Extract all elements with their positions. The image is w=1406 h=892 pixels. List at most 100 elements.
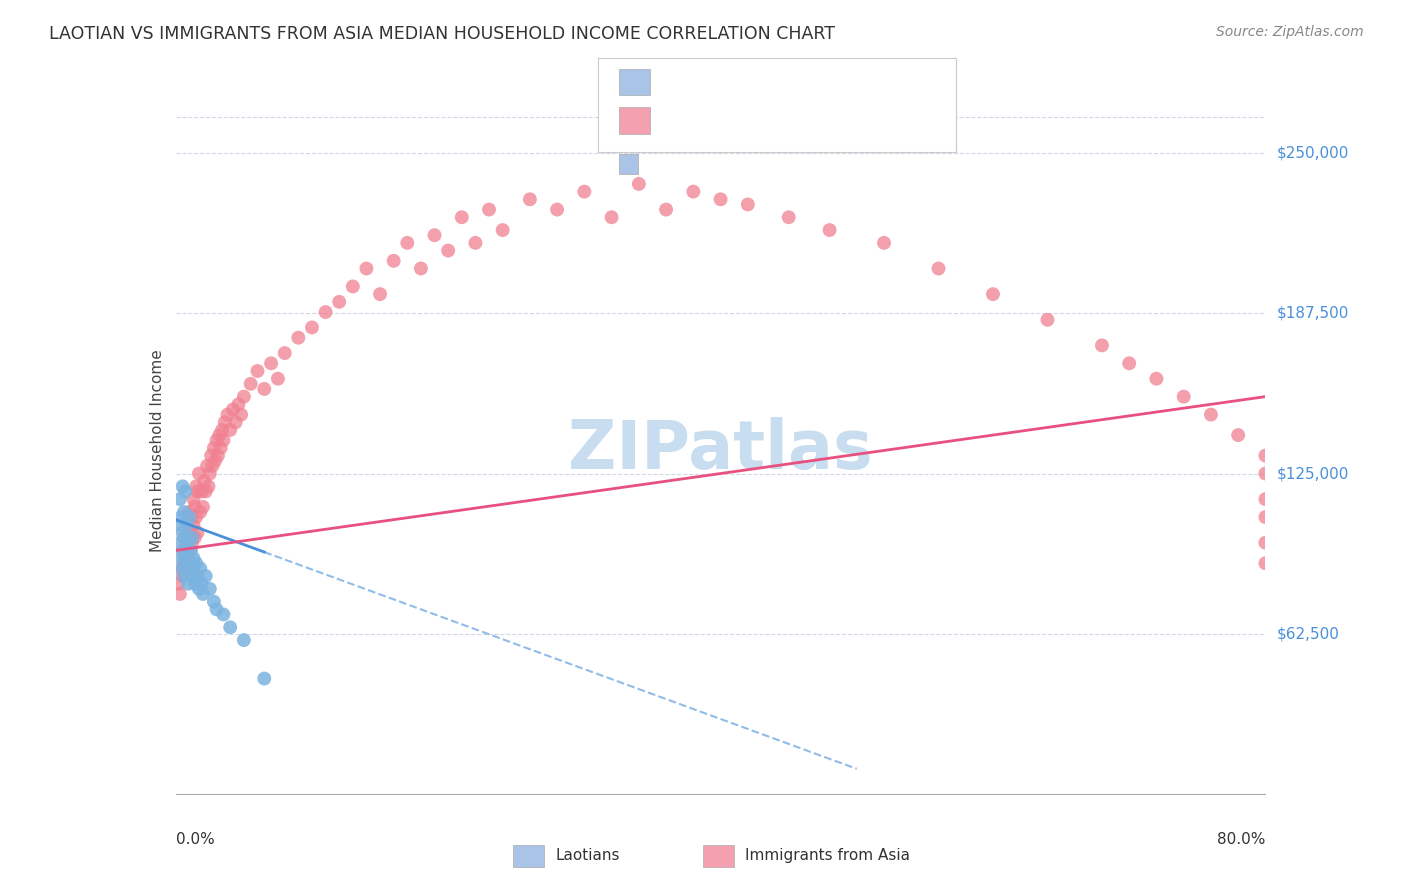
Point bbox=[478, 202, 501, 217]
Text: 0.0%: 0.0% bbox=[176, 831, 215, 847]
Point bbox=[492, 223, 515, 237]
Point bbox=[180, 543, 202, 558]
Point bbox=[177, 576, 200, 591]
Point bbox=[214, 415, 236, 429]
Point bbox=[1144, 372, 1167, 386]
Text: 42: 42 bbox=[869, 73, 893, 91]
Point bbox=[225, 415, 247, 429]
Point bbox=[356, 261, 378, 276]
Point bbox=[228, 397, 250, 411]
Point bbox=[246, 364, 269, 378]
Point bbox=[217, 408, 239, 422]
Point bbox=[195, 458, 218, 473]
Text: $62,500: $62,500 bbox=[1277, 626, 1340, 641]
Point bbox=[205, 434, 228, 448]
Point bbox=[274, 346, 297, 360]
Point bbox=[184, 500, 207, 514]
Point bbox=[186, 479, 208, 493]
Point bbox=[200, 449, 222, 463]
Text: Laotians: Laotians bbox=[555, 848, 620, 863]
Point bbox=[287, 331, 309, 345]
Point bbox=[737, 197, 759, 211]
Point bbox=[183, 561, 205, 575]
Point bbox=[396, 235, 419, 250]
Point bbox=[181, 569, 204, 583]
Point bbox=[186, 510, 208, 524]
Point bbox=[191, 500, 214, 514]
Point bbox=[190, 576, 212, 591]
Point bbox=[382, 253, 405, 268]
Point bbox=[253, 672, 276, 686]
Point bbox=[873, 235, 896, 250]
Point bbox=[253, 382, 276, 396]
Point bbox=[546, 202, 568, 217]
Point bbox=[191, 587, 214, 601]
Point bbox=[174, 531, 197, 545]
Point bbox=[1173, 390, 1195, 404]
Point bbox=[172, 561, 194, 575]
Point bbox=[169, 587, 191, 601]
Point bbox=[1118, 356, 1140, 370]
Point bbox=[1254, 492, 1277, 507]
Point bbox=[177, 535, 200, 549]
Text: Immigrants from Asia: Immigrants from Asia bbox=[745, 848, 910, 863]
Point bbox=[232, 390, 254, 404]
Point bbox=[187, 467, 209, 481]
Point bbox=[368, 287, 391, 301]
Point bbox=[450, 211, 472, 225]
Point bbox=[190, 484, 212, 499]
Point bbox=[174, 484, 197, 499]
Point bbox=[172, 543, 194, 558]
Point bbox=[172, 479, 194, 493]
Point bbox=[184, 531, 207, 545]
Point bbox=[186, 556, 208, 570]
Point bbox=[193, 474, 215, 488]
Point bbox=[170, 551, 193, 566]
Point bbox=[1254, 510, 1277, 524]
Point bbox=[710, 192, 733, 206]
Text: -0.277: -0.277 bbox=[714, 73, 773, 91]
Point bbox=[174, 551, 197, 566]
Point bbox=[232, 633, 254, 648]
Point bbox=[818, 223, 841, 237]
Point bbox=[239, 376, 262, 391]
Text: 80.0%: 80.0% bbox=[1218, 831, 1265, 847]
Point bbox=[179, 531, 201, 545]
Point bbox=[181, 535, 204, 549]
Point bbox=[186, 525, 209, 540]
Point bbox=[198, 467, 221, 481]
Point bbox=[778, 211, 800, 225]
Point bbox=[208, 428, 231, 442]
Point bbox=[423, 228, 446, 243]
Point bbox=[201, 458, 224, 473]
Point bbox=[173, 556, 195, 570]
Point bbox=[179, 556, 201, 570]
Point bbox=[176, 561, 198, 575]
Text: 103: 103 bbox=[869, 112, 904, 129]
Point bbox=[173, 505, 195, 519]
Point bbox=[186, 569, 209, 583]
Text: LAOTIAN VS IMMIGRANTS FROM ASIA MEDIAN HOUSEHOLD INCOME CORRELATION CHART: LAOTIAN VS IMMIGRANTS FROM ASIA MEDIAN H… bbox=[49, 25, 835, 43]
Point bbox=[174, 561, 197, 575]
Point bbox=[176, 517, 198, 532]
Point bbox=[194, 484, 217, 499]
Point bbox=[188, 505, 211, 519]
Point bbox=[179, 510, 201, 524]
Text: $125,000: $125,000 bbox=[1277, 466, 1348, 481]
Text: $187,500: $187,500 bbox=[1277, 306, 1348, 321]
Point bbox=[205, 602, 228, 616]
Point bbox=[1254, 556, 1277, 570]
Point bbox=[184, 576, 207, 591]
Point bbox=[655, 202, 678, 217]
Point bbox=[328, 294, 350, 309]
Point bbox=[198, 582, 221, 596]
Point bbox=[409, 261, 432, 276]
Point bbox=[173, 543, 195, 558]
Point bbox=[1254, 449, 1277, 463]
Point bbox=[180, 543, 202, 558]
Point bbox=[301, 320, 323, 334]
Point bbox=[197, 479, 219, 493]
Point bbox=[574, 185, 596, 199]
Point bbox=[170, 510, 193, 524]
Point bbox=[1227, 428, 1250, 442]
